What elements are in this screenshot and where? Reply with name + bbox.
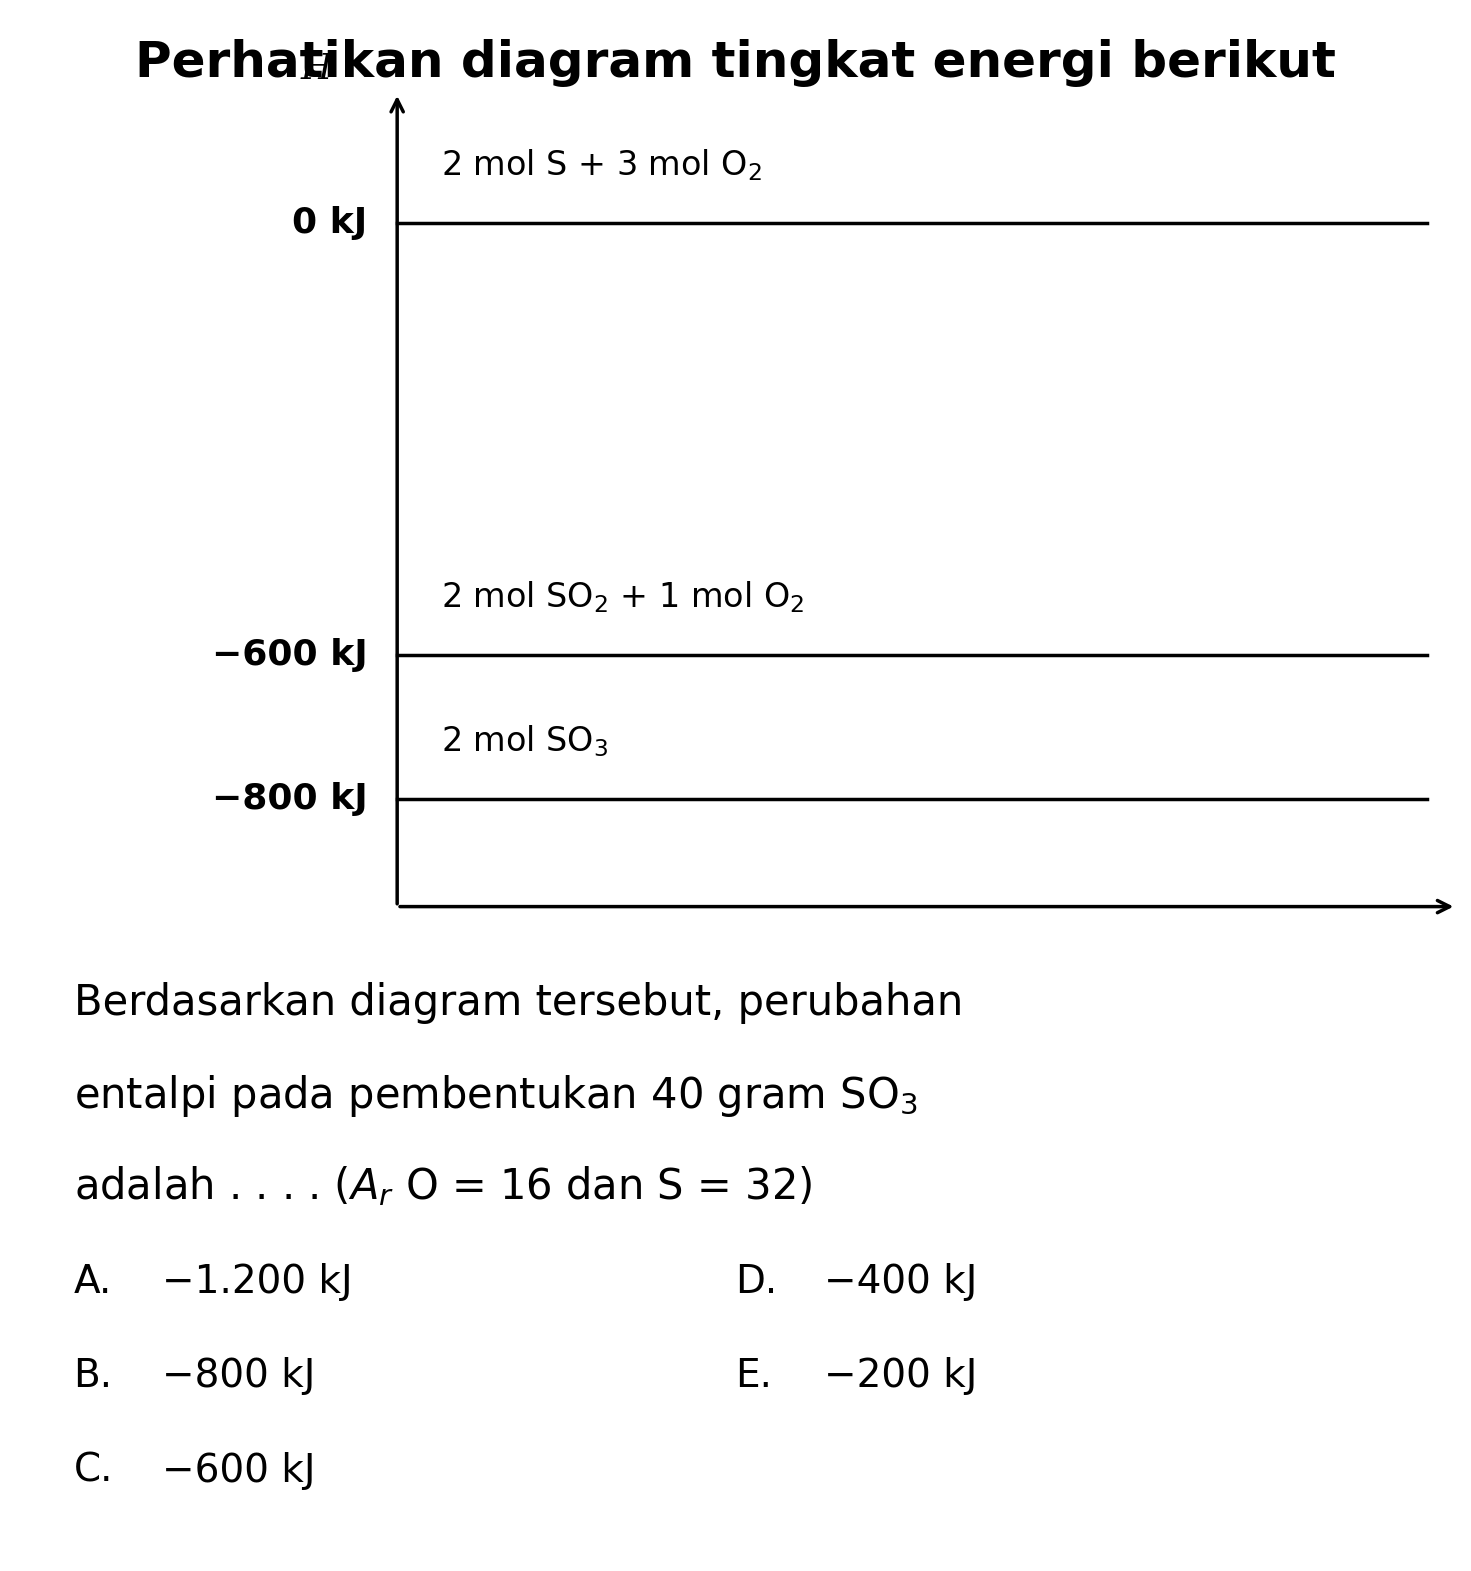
Text: 2 mol SO$_2$ + 1 mol O$_2$: 2 mol SO$_2$ + 1 mol O$_2$	[441, 580, 805, 614]
Text: Perhatikan diagram tingkat energi berikut: Perhatikan diagram tingkat energi beriku…	[135, 39, 1336, 88]
Text: 2 mol S + 3 mol O$_2$: 2 mol S + 3 mol O$_2$	[441, 148, 762, 182]
Text: −600 kJ: −600 kJ	[162, 1452, 315, 1489]
Text: E.: E.	[736, 1357, 772, 1395]
Text: B.: B.	[74, 1357, 113, 1395]
Text: A.: A.	[74, 1263, 112, 1301]
Text: 2 mol SO$_3$: 2 mol SO$_3$	[441, 723, 609, 759]
Text: adalah . . . . ($A_r$ O = 16 dan S = 32): adalah . . . . ($A_r$ O = 16 dan S = 32)	[74, 1164, 812, 1208]
Text: Berdasarkan diagram tersebut, perubahan: Berdasarkan diagram tersebut, perubahan	[74, 982, 964, 1024]
Text: D.: D.	[736, 1263, 778, 1301]
Text: −1.200 kJ: −1.200 kJ	[162, 1263, 353, 1301]
Text: −200 kJ: −200 kJ	[824, 1357, 977, 1395]
Text: −800 kJ: −800 kJ	[162, 1357, 315, 1395]
Text: H: H	[300, 52, 332, 86]
Text: −400 kJ: −400 kJ	[824, 1263, 977, 1301]
Text: −800 kJ: −800 kJ	[212, 782, 368, 815]
Text: entalpi pada pembentukan 40 gram SO$_3$: entalpi pada pembentukan 40 gram SO$_3$	[74, 1073, 916, 1119]
Text: 0 kJ: 0 kJ	[293, 206, 368, 239]
Text: C.: C.	[74, 1452, 113, 1489]
Text: −600 kJ: −600 kJ	[212, 638, 368, 671]
